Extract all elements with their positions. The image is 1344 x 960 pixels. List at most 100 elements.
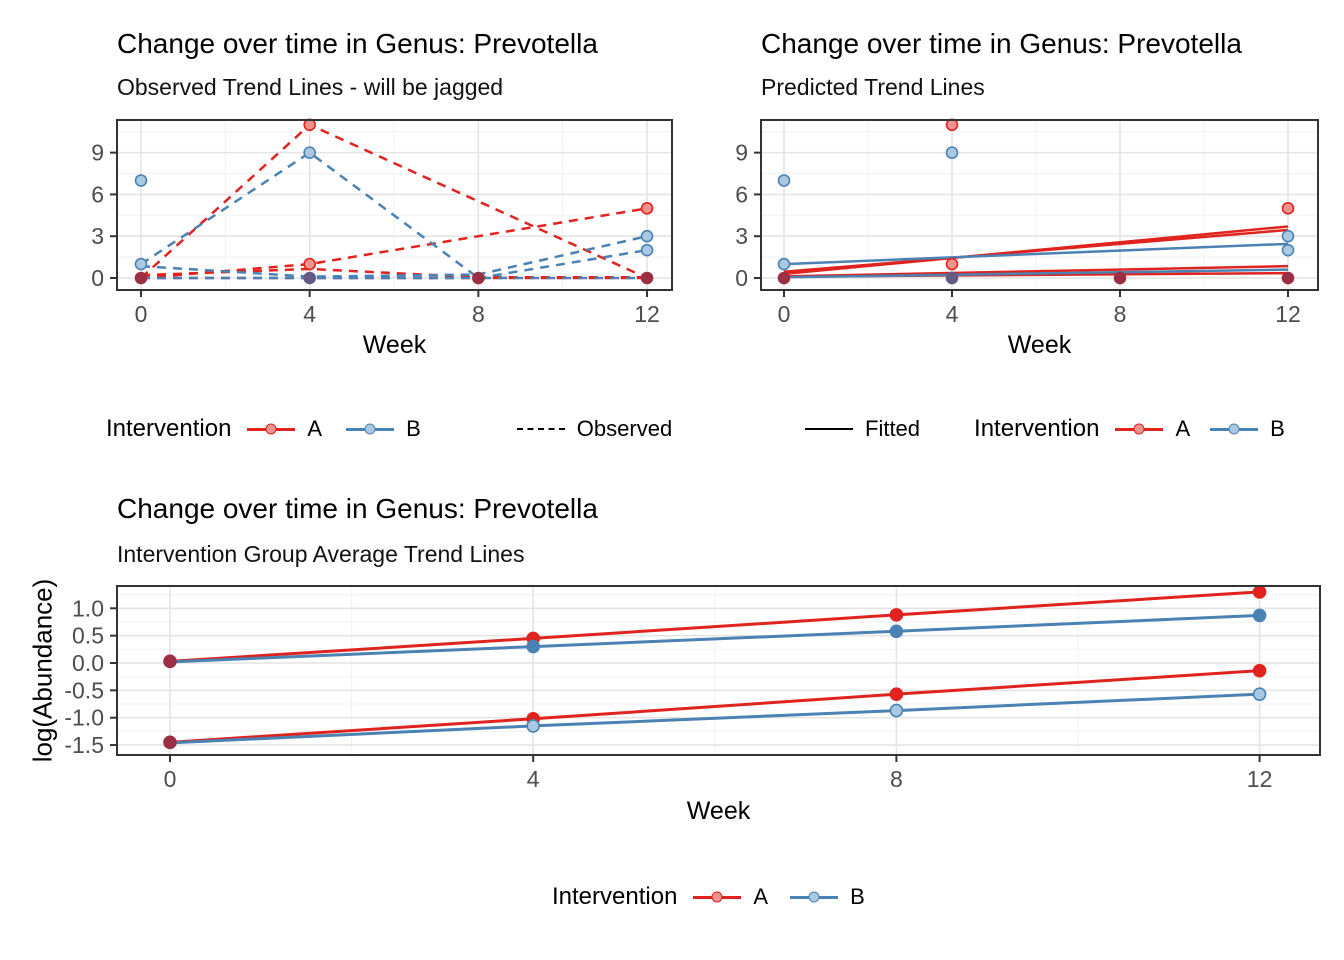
data-point xyxy=(640,202,654,215)
y-tick-label: 3 xyxy=(735,223,748,249)
y-tick-label: 1.0 xyxy=(72,595,104,621)
red-point-icon xyxy=(265,423,277,435)
data-point xyxy=(889,624,904,639)
y-tick-label: -1.5 xyxy=(64,732,104,758)
legend-label-observed: Observed xyxy=(576,416,673,441)
legend-key-b-blue xyxy=(1210,414,1259,444)
data-point xyxy=(303,146,316,159)
legend-fitted: Fitted Intervention A B xyxy=(805,414,1285,444)
y-tick-label: 0 xyxy=(735,265,748,291)
y-tick-label: -0.5 xyxy=(64,677,104,703)
series-line-a xyxy=(783,264,1289,278)
observed-chart-title: Change over time in Genus: Prevotella xyxy=(117,28,598,59)
y-tick-label: 6 xyxy=(735,181,748,207)
panel-background xyxy=(761,120,1318,290)
x-tick-label: 4 xyxy=(303,301,316,327)
series-line-a xyxy=(169,669,1260,744)
data-point xyxy=(1252,663,1267,678)
legend-average-title: Intervention xyxy=(552,883,678,910)
data-point xyxy=(1281,202,1295,215)
series-line-b xyxy=(140,234,648,278)
x-tick-label: 8 xyxy=(1114,301,1127,327)
data-point xyxy=(163,654,177,669)
series-line-b xyxy=(141,248,648,280)
solid-line-icon xyxy=(805,428,853,430)
legend-key-a-red xyxy=(1115,414,1164,444)
data-point xyxy=(889,608,904,622)
legend-label-a: A xyxy=(1175,416,1191,441)
y-tick-label: -1.0 xyxy=(64,705,104,731)
legend-key-observed-linetype xyxy=(516,414,565,444)
x-tick-label: 8 xyxy=(890,766,903,792)
x-tick-label: 8 xyxy=(472,301,485,327)
data-point xyxy=(163,735,177,750)
dashed-line-icon xyxy=(516,428,565,430)
legend-key-a-red xyxy=(693,882,742,912)
data-point xyxy=(777,271,791,285)
observed-x-axis-title: Week xyxy=(362,331,427,359)
data-point xyxy=(640,229,654,243)
panel-border xyxy=(760,119,1319,291)
legend-label-fitted: Fitted xyxy=(865,416,921,441)
data-point xyxy=(134,271,148,285)
y-tick-label: 0.5 xyxy=(72,623,104,649)
red-point-icon xyxy=(711,891,723,903)
x-tick-label: 4 xyxy=(946,301,959,327)
x-tick-label: 12 xyxy=(1275,301,1301,327)
y-tick-label: 0 xyxy=(91,265,104,291)
legend-label-a: A xyxy=(307,416,323,441)
x-tick-label: 0 xyxy=(164,766,177,792)
predicted-chart-title: Change over time in Genus: Prevotella xyxy=(761,28,1242,59)
data-point xyxy=(945,257,959,271)
legend-label-b: B xyxy=(1270,416,1285,441)
predicted-x-axis-title: Week xyxy=(1007,331,1072,359)
legend-observed: Intervention A B Observed xyxy=(106,414,672,444)
data-point xyxy=(526,639,541,654)
blue-point-icon xyxy=(1228,423,1240,435)
data-point xyxy=(526,719,541,733)
legend-key-b-blue xyxy=(346,414,395,444)
legend-observed-title: Intervention xyxy=(106,415,232,442)
data-point xyxy=(134,174,148,187)
observed-chart-subtitle: Observed Trend Lines - will be jagged xyxy=(117,74,504,100)
blue-point-icon xyxy=(364,423,376,435)
x-tick-label: 12 xyxy=(1247,766,1273,792)
data-point xyxy=(777,174,791,187)
data-point xyxy=(1252,687,1267,701)
panel-background xyxy=(117,586,1320,755)
data-point xyxy=(1252,585,1267,599)
y-tick-label: 0.0 xyxy=(72,650,104,676)
data-point xyxy=(1252,608,1267,623)
data-point xyxy=(889,703,904,718)
data-point xyxy=(303,271,316,285)
y-tick-label: 9 xyxy=(735,140,748,166)
series-line-b xyxy=(783,242,1289,266)
legend-label-b: B xyxy=(850,884,865,909)
legend-key-fitted-linetype xyxy=(805,414,853,444)
legend-key-a-red xyxy=(247,414,296,444)
data-point xyxy=(945,146,959,159)
average-x-axis-title: Week xyxy=(686,797,751,825)
predicted-chart-subtitle: Predicted Trend Lines xyxy=(761,74,985,100)
panel-border xyxy=(116,585,1321,756)
legend-label-a: A xyxy=(753,884,769,909)
x-tick-label: 0 xyxy=(778,301,791,327)
series-line-b xyxy=(140,151,648,280)
data-point xyxy=(640,243,654,257)
data-point xyxy=(640,271,654,285)
red-point-icon xyxy=(1133,423,1145,435)
x-tick-label: 4 xyxy=(527,766,540,792)
data-point xyxy=(1281,243,1295,257)
data-point xyxy=(1113,271,1127,285)
x-tick-label: 12 xyxy=(634,301,660,327)
series-line-b xyxy=(169,613,1260,664)
data-point xyxy=(889,687,904,701)
data-point xyxy=(134,257,148,271)
legend-key-b-blue xyxy=(790,882,839,912)
blue-point-icon xyxy=(808,891,820,903)
series-line-b xyxy=(169,692,1260,745)
data-point xyxy=(1281,229,1295,243)
legend-label-b: B xyxy=(406,416,421,441)
